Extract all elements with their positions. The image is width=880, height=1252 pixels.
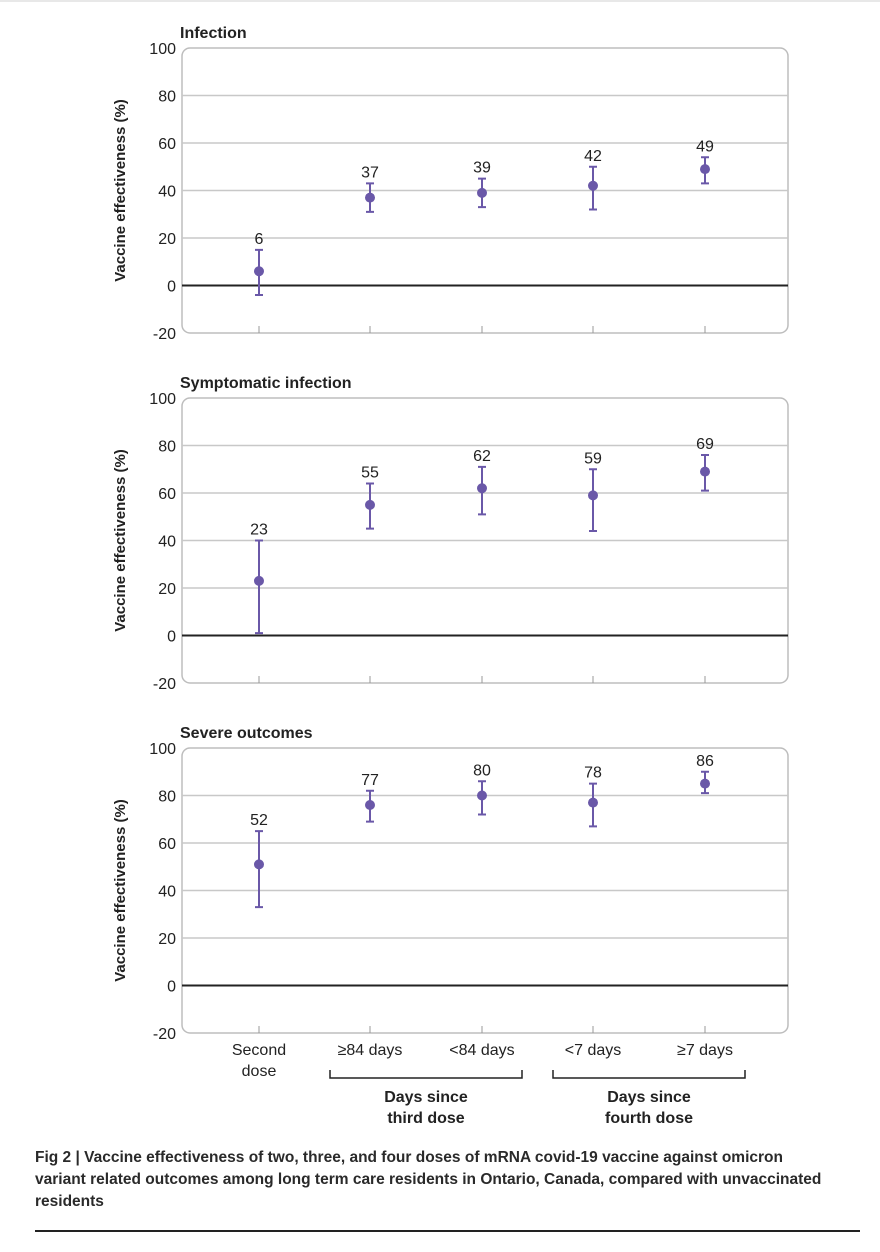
y-tick-label: 20	[158, 231, 176, 248]
panel-title: Severe outcomes	[180, 725, 313, 742]
data-label: 23	[250, 522, 268, 539]
y-tick-label: 40	[158, 184, 176, 201]
figure-caption: Fig 2 | Vaccine effectiveness of two, th…	[35, 1149, 822, 1210]
data-point	[254, 859, 264, 870]
y-tick-label: 40	[158, 884, 176, 901]
y-tick-label: 20	[158, 581, 176, 598]
panel-title: Symptomatic infection	[180, 375, 352, 392]
x-tick-label: dose	[242, 1063, 277, 1080]
data-label: 77	[361, 772, 379, 789]
y-tick-label: -20	[153, 326, 176, 343]
data-point	[254, 575, 264, 586]
data-point	[588, 490, 598, 501]
y-tick-label: 60	[158, 836, 176, 853]
data-label: 6	[255, 231, 264, 248]
group-bracket	[329, 1070, 523, 1079]
data-label: 59	[584, 450, 602, 467]
x-tick-label: ≥84 days	[338, 1042, 403, 1059]
data-point	[477, 790, 487, 801]
data-label: 55	[361, 465, 379, 482]
data-label: 52	[250, 812, 268, 829]
page-top-border	[0, 0, 880, 2]
caption-rule	[35, 1230, 860, 1232]
y-tick-label: 20	[158, 931, 176, 948]
data-label: 62	[473, 448, 491, 465]
data-label: 80	[473, 762, 491, 779]
data-label: 49	[696, 138, 714, 155]
panel-title: Infection	[180, 25, 247, 42]
data-point	[477, 483, 487, 494]
data-point	[365, 192, 375, 203]
y-tick-label: 100	[149, 41, 176, 58]
data-point	[254, 266, 264, 277]
y-tick-label: 80	[158, 789, 176, 806]
x-tick-label: ≥7 days	[677, 1042, 733, 1059]
data-label: 69	[696, 436, 714, 453]
y-tick-label: 100	[149, 741, 176, 758]
data-point	[588, 797, 598, 808]
y-tick-label: 0	[167, 629, 176, 646]
y-tick-label: -20	[153, 1026, 176, 1043]
y-tick-label: 60	[158, 136, 176, 153]
data-label: 39	[473, 160, 491, 177]
group-label: third dose	[387, 1110, 464, 1127]
group-bracket	[552, 1070, 746, 1079]
data-label: 37	[361, 164, 379, 181]
y-tick-label: 0	[167, 279, 176, 296]
group-label: Days since	[384, 1089, 468, 1106]
data-point	[700, 778, 710, 789]
data-point	[365, 499, 375, 510]
figure-panels: Infection Vaccine effectiveness (%) 100 80 6…	[112, 25, 789, 1127]
data-point	[588, 180, 598, 191]
x-tick-label: <84 days	[449, 1042, 514, 1059]
y-tick-label: -20	[153, 676, 176, 693]
y-tick-label: 0	[167, 979, 176, 996]
group-label: fourth dose	[605, 1110, 693, 1127]
x-tick-label: <7 days	[565, 1042, 621, 1059]
data-label: 42	[584, 148, 602, 165]
y-tick-label: 80	[158, 439, 176, 456]
y-axis-label: Vaccine effectiveness (%)	[112, 99, 129, 282]
y-axis-label: Vaccine effectiveness (%)	[112, 799, 129, 982]
data-label: 86	[696, 753, 714, 770]
data-point	[365, 800, 375, 810]
y-tick-label: 60	[158, 486, 176, 503]
data-point	[700, 466, 710, 477]
x-tick-label: Second	[232, 1042, 286, 1059]
y-tick-label: 40	[158, 534, 176, 551]
data-label: 78	[584, 765, 602, 782]
data-point	[477, 187, 487, 198]
group-label: Days since	[607, 1089, 691, 1106]
data-point	[700, 164, 710, 175]
y-tick-label: 100	[149, 391, 176, 408]
y-axis-label: Vaccine effectiveness (%)	[112, 449, 129, 632]
y-tick-label: 80	[158, 89, 176, 106]
